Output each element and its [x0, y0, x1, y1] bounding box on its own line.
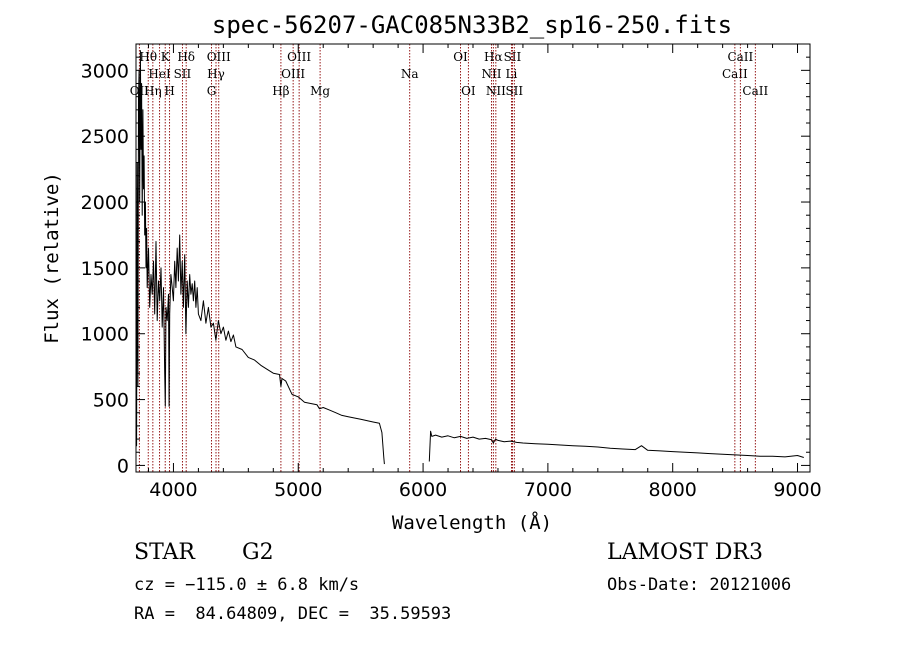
- spectral-line-label-23: SII: [505, 84, 523, 98]
- plot-frame: [135, 43, 811, 473]
- y-tick-label: 500: [93, 390, 129, 412]
- spectral-line-markers: OIIHθHηHeIKHSIIHδGHγOIIIHβOIIIOIIIMgNaOI…: [130, 44, 768, 472]
- spectral-line-label-2: Hη: [144, 84, 162, 98]
- spectral-line-label-3: HeI: [148, 67, 171, 81]
- ra-dec-coordinates: RA = 84.64809, DEC = 35.59593: [134, 604, 452, 624]
- chart-title: spec-56207-GAC085N33B2_sp16-250.fits: [212, 11, 732, 39]
- y-tick-label: 0: [117, 455, 129, 477]
- x-axis-label: Wavelength (Å): [392, 511, 552, 534]
- spectral-line-label-21: SII: [504, 50, 522, 64]
- spectral-line-label-6: SII: [174, 67, 192, 81]
- spectral-line-label-10: OIII: [207, 50, 231, 64]
- y-tick-label: 2500: [81, 126, 129, 148]
- spectral-line-label-5: H: [164, 84, 174, 98]
- spectral-line-label-20: NII: [486, 84, 506, 98]
- spectral-line-label-16: OI: [453, 50, 468, 64]
- spectral-line-label-19: Hα: [484, 50, 503, 64]
- survey-name: LAMOST DR3: [607, 540, 763, 565]
- x-tick-label: 7000: [524, 479, 572, 501]
- y-tick-label: 2000: [81, 192, 129, 214]
- spectral-line-label-24: CaII: [722, 67, 748, 81]
- spectral-line-label-12: OIII: [281, 67, 305, 81]
- x-axis-ticks: 4000 5000 6000 7000 8000 9000: [147, 44, 822, 501]
- spectral-line-label-18: NII: [481, 67, 501, 81]
- x-tick-label: 9000: [773, 479, 821, 501]
- spectral-line-label-26: CaII: [742, 84, 768, 98]
- spectrum-series: [135, 50, 804, 465]
- x-tick-label: 6000: [399, 479, 447, 501]
- object-subclass: G2: [242, 540, 274, 565]
- spectral-line-label-1: Hθ: [139, 50, 157, 64]
- spectral-line-label-17: OI: [461, 84, 476, 98]
- x-tick-label: 5000: [274, 479, 322, 501]
- y-tick-label: 1500: [81, 258, 129, 280]
- object-class: STAR: [134, 540, 195, 565]
- x-tick-label: 4000: [149, 479, 197, 501]
- x-tick-label: 8000: [649, 479, 697, 501]
- spectral-line-label-4: K: [161, 50, 171, 64]
- y-tick-label: 3000: [81, 60, 129, 82]
- spectral-line-label-7: Hδ: [177, 50, 195, 64]
- redshift-cz: cz = −115.0 ± 6.8 km/s: [134, 575, 360, 595]
- spectral-line-label-22: Li: [506, 67, 518, 81]
- spectral-line-label-9: Hγ: [207, 67, 225, 81]
- spectral-line-label-25: CaII: [727, 50, 753, 64]
- y-tick-label: 1000: [81, 324, 129, 346]
- spectral-line-label-13: OIII: [287, 50, 311, 64]
- spectral-line-label-11: Hβ: [272, 84, 289, 98]
- spectrum-segment-1: [428, 430, 804, 462]
- spectral-line-label-14: Mg: [310, 84, 330, 98]
- spectrum-segment-0: [135, 50, 385, 465]
- spectral-line-label-15: Na: [401, 67, 419, 81]
- observation-date: Obs-Date: 20121006: [607, 575, 792, 595]
- y-axis-ticks: 0 500 1000 1500 2000 2500 3000: [81, 43, 810, 477]
- spectral-line-label-8: G: [207, 84, 217, 98]
- y-axis-label: Flux (relative): [41, 172, 63, 344]
